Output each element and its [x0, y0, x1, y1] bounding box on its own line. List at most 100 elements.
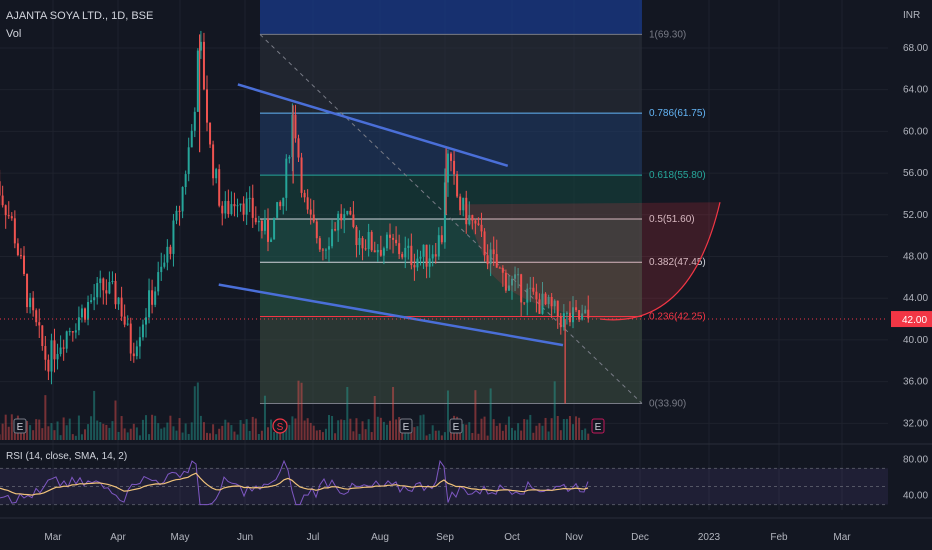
volume-bar-175 [526, 419, 529, 440]
candle-57 [166, 246, 169, 263]
candle-16 [41, 325, 44, 347]
split-icon [272, 418, 288, 434]
candle-114 [340, 213, 343, 221]
volume-bar-12 [29, 425, 32, 440]
earnings-icon [591, 418, 605, 434]
event-marker-glyph: E [453, 422, 460, 433]
volume-bar-119 [355, 418, 358, 440]
volume-bar-48 [138, 435, 141, 440]
candle-81 [239, 203, 242, 206]
fib-label-6: 0(33.90) [649, 399, 686, 410]
volume-bar-121 [361, 421, 364, 440]
volume-bar-69 [202, 422, 205, 440]
candle-39 [111, 280, 114, 283]
candle-44 [126, 323, 129, 325]
volume-bar-16 [41, 428, 44, 440]
candle-184 [553, 300, 556, 307]
candle-13 [32, 297, 35, 311]
candle-2 [0, 181, 1, 196]
volume-bar-99 [294, 418, 297, 440]
volume-label: Vol [6, 28, 22, 40]
volume-bar-161 [483, 416, 486, 440]
candle-71 [209, 122, 212, 145]
volume-bar-148 [443, 432, 446, 440]
volume-bar-59 [172, 426, 175, 440]
volume-bar-155 [465, 424, 468, 440]
volume-bar-51 [148, 434, 151, 440]
candle-122 [364, 248, 367, 250]
volume-bar-33 [93, 390, 96, 440]
volume-bar-21 [56, 421, 59, 440]
fib-label-4: 0.382(47.45) [649, 257, 706, 268]
candle-162 [486, 255, 489, 265]
candle-42 [120, 297, 123, 317]
candle-59 [172, 220, 175, 254]
candle-72 [212, 144, 215, 179]
candle-66 [193, 111, 196, 131]
candle-134 [401, 254, 404, 258]
drawing-overlays[interactable] [0, 83, 888, 347]
time-axis[interactable]: Mar Apr May Jun Jul Aug Sep Oct Nov Dec 2023 Feb Mar [44, 532, 851, 543]
volume-bar-55 [160, 428, 163, 440]
projection-zone [462, 202, 720, 320]
fib-zone-3 [260, 218, 642, 263]
candle-165 [495, 254, 498, 268]
candle-113 [337, 213, 340, 231]
volume-bar-53 [154, 415, 157, 440]
candle-64 [187, 147, 190, 175]
volume-bar-134 [401, 429, 404, 440]
y-tick-6: 44.00 [903, 293, 928, 304]
candle-56 [163, 262, 166, 267]
candle-87 [257, 220, 260, 223]
volume-bar-30 [84, 429, 86, 440]
candle-135 [404, 247, 407, 258]
volume-bar-74 [218, 428, 221, 440]
rsi-tick-1: 40.00 [903, 491, 928, 502]
candle-124 [370, 231, 373, 251]
candle-149 [446, 153, 449, 183]
volume-bar-187 [562, 418, 565, 440]
event-marker-3: E [449, 418, 463, 434]
candle-139 [416, 258, 419, 268]
volume-bar-23 [62, 417, 65, 440]
volume-bar-35 [99, 422, 102, 440]
candle-34 [96, 283, 99, 298]
fibonacci-retracement[interactable]: 1(69.30) 0.786(61.75) 0.618(55.80) 0.5(51.6… [259, 0, 706, 410]
x-tick-6: Sep [436, 532, 454, 543]
candle-157 [471, 215, 474, 221]
volume-bar-178 [535, 425, 538, 440]
candle-53 [154, 291, 157, 305]
volume-bar-170 [511, 427, 513, 440]
candle-117 [349, 210, 352, 215]
x-tick-10: 2023 [698, 532, 721, 543]
candle-61 [178, 210, 181, 212]
candle-85 [251, 197, 254, 218]
candle-147 [440, 235, 443, 243]
volume-bar-101 [300, 382, 303, 440]
volume-bar-154 [462, 424, 465, 440]
candle-90 [267, 218, 269, 242]
candle-76 [224, 200, 227, 214]
volume-bar-112 [334, 433, 337, 440]
price-badge [891, 311, 932, 328]
volume-bar-123 [367, 419, 370, 440]
volume-bar-32 [90, 416, 93, 440]
volume-bar-39 [111, 421, 114, 440]
volume-bar-54 [157, 423, 160, 440]
volume-bar-183 [550, 418, 553, 440]
volume-bar-26 [71, 434, 74, 440]
candle-50 [145, 317, 147, 325]
price-axis[interactable]: 68.00 64.00 60.00 56.00 52.00 48.00 44.00 40.00… [891, 43, 932, 429]
candle-26 [71, 331, 74, 333]
candle-191 [575, 307, 578, 311]
candle-123 [367, 231, 370, 250]
candle-148 [443, 182, 446, 243]
candle-109 [324, 249, 327, 251]
candle-17 [44, 346, 47, 360]
candle-14 [35, 310, 38, 323]
candle-96 [285, 158, 288, 198]
event-marker-4: E [591, 418, 605, 434]
volume-bar-164 [492, 419, 495, 440]
